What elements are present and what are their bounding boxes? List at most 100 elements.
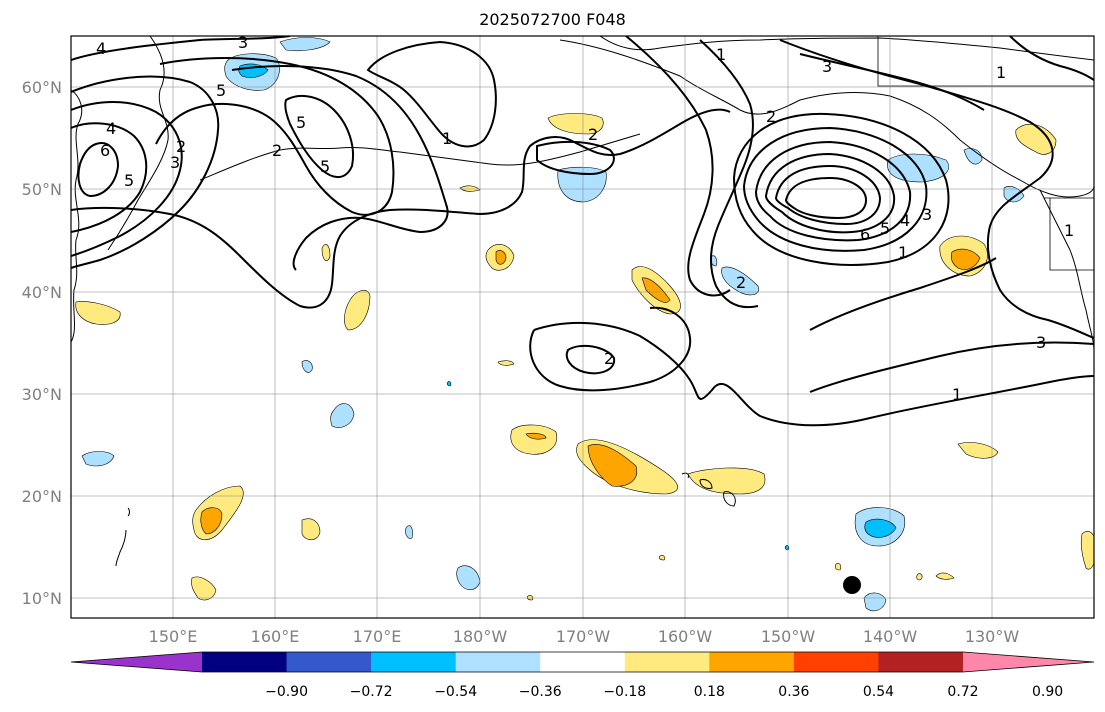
contour-label: 6 bbox=[100, 141, 110, 160]
fill-region bbox=[301, 360, 313, 373]
fill-region bbox=[1015, 123, 1057, 155]
contour-label: 3 bbox=[922, 205, 932, 224]
contour-line bbox=[529, 306, 692, 392]
contour-label: 2 bbox=[272, 141, 282, 160]
contour-line bbox=[231, 65, 449, 271]
contour-lines bbox=[71, 36, 1094, 427]
fill-region bbox=[957, 442, 999, 459]
contour-label: 5 bbox=[216, 81, 226, 100]
location-marker bbox=[843, 576, 861, 594]
fill-region bbox=[863, 592, 887, 612]
colorbar-tick-label: −0.18 bbox=[603, 684, 646, 700]
colorbar-extension-high bbox=[963, 652, 1094, 672]
contour-line bbox=[284, 94, 354, 178]
coastlines bbox=[71, 36, 1094, 567]
fill-region bbox=[279, 37, 331, 52]
lon-label: 160°W bbox=[658, 627, 713, 646]
colorbar-tick-label: −0.54 bbox=[434, 684, 477, 700]
contour-line bbox=[71, 101, 183, 257]
fill-region bbox=[301, 518, 321, 541]
lon-label: 160°E bbox=[251, 627, 300, 646]
lat-label: 60°N bbox=[22, 78, 62, 97]
contour-line bbox=[809, 341, 1094, 393]
political-boundaries bbox=[877, 36, 1094, 271]
contour-label: 1 bbox=[442, 129, 452, 148]
contour-line bbox=[809, 257, 997, 331]
contour-label: 5 bbox=[320, 157, 330, 176]
contour-line bbox=[732, 112, 950, 266]
colorbar-segment bbox=[793, 652, 879, 672]
map-border bbox=[70, 35, 1095, 619]
positive-anomaly-fills bbox=[75, 113, 1094, 601]
contour-label: 1 bbox=[996, 63, 1006, 82]
contour-label: 5 bbox=[880, 219, 890, 238]
fill-region bbox=[1003, 186, 1025, 203]
fill-region bbox=[81, 451, 115, 467]
contour-label: 1 bbox=[898, 243, 908, 262]
contour-line bbox=[565, 344, 616, 375]
contour-label: 1 bbox=[716, 45, 726, 64]
contour-label: 3 bbox=[238, 33, 248, 52]
map-title: 2025072700 F048 bbox=[479, 10, 626, 29]
fill-region bbox=[658, 555, 666, 561]
lon-label: 150°W bbox=[761, 627, 816, 646]
fill-region bbox=[721, 266, 759, 296]
contour-line bbox=[799, 53, 985, 111]
fill-region bbox=[405, 525, 413, 539]
contour-label: 3 bbox=[822, 57, 832, 76]
lon-label: 170°W bbox=[556, 627, 611, 646]
islands-west bbox=[115, 507, 130, 567]
fill-region bbox=[834, 563, 842, 571]
fill-region bbox=[321, 244, 331, 261]
fill-region bbox=[1080, 531, 1094, 570]
contour-line bbox=[71, 75, 220, 269]
lon-label: 130°W bbox=[965, 627, 1020, 646]
colorbar-segment bbox=[624, 652, 710, 672]
contour-label: 4 bbox=[96, 39, 106, 58]
fill-region bbox=[495, 250, 507, 265]
fill-region bbox=[864, 518, 897, 538]
contour-line bbox=[1009, 36, 1094, 81]
contour-line bbox=[764, 152, 896, 234]
contour-label: 3 bbox=[1036, 333, 1046, 352]
colorbar: −0.90 −0.72 −0.54 −0.36 −0.18 0.18 0.36 0.54 0.7… bbox=[70, 651, 1095, 700]
lat-axis: 60°N 50°N 40°N 30°N 20°N 10°N bbox=[22, 78, 62, 608]
fill-region bbox=[525, 432, 547, 440]
colorbar-tick-label: 0.36 bbox=[778, 684, 809, 700]
lon-label: 150°E bbox=[149, 627, 198, 646]
colorbar-tick-label: −0.36 bbox=[519, 684, 562, 700]
fill-region bbox=[330, 403, 355, 428]
colorbar-segment bbox=[286, 652, 372, 672]
colorbar-segment bbox=[455, 652, 541, 672]
contour-line bbox=[71, 122, 148, 233]
contour-label: 4 bbox=[900, 211, 910, 230]
colorbar-tick-label: 0.18 bbox=[694, 684, 725, 700]
colorbar-segment bbox=[540, 652, 626, 672]
lat-label: 30°N bbox=[22, 385, 62, 404]
fill-region bbox=[191, 576, 217, 601]
contour-line bbox=[77, 142, 120, 198]
contour-line bbox=[625, 36, 731, 297]
lat-label: 20°N bbox=[22, 487, 62, 506]
lon-label: 180°W bbox=[453, 627, 508, 646]
coastline-alaska-north bbox=[599, 36, 1094, 61]
boundary-line bbox=[1049, 198, 1094, 271]
lat-label: 50°N bbox=[22, 180, 62, 199]
contour-label: 2 bbox=[588, 125, 598, 144]
colorbar-segment bbox=[202, 652, 288, 672]
colorbar-segment bbox=[371, 652, 457, 672]
coastline-kamchatka bbox=[107, 36, 169, 251]
contour-line bbox=[536, 140, 615, 176]
contour-line bbox=[699, 39, 759, 309]
colorbar-extension-low bbox=[71, 652, 202, 672]
lon-axis: 150°E 160°E 170°E 180°W 170°W 160°W 150°… bbox=[149, 627, 1020, 646]
colorbar-tick-label: −0.90 bbox=[265, 684, 308, 700]
fill-region bbox=[497, 360, 515, 366]
fill-region bbox=[456, 565, 481, 591]
contour-label: 5 bbox=[296, 113, 306, 132]
fill-region bbox=[547, 113, 604, 135]
contour-line bbox=[71, 36, 291, 61]
contour-line bbox=[754, 140, 912, 242]
lat-label: 40°N bbox=[22, 283, 62, 302]
colorbar-tick-label: 0.90 bbox=[1032, 684, 1063, 700]
